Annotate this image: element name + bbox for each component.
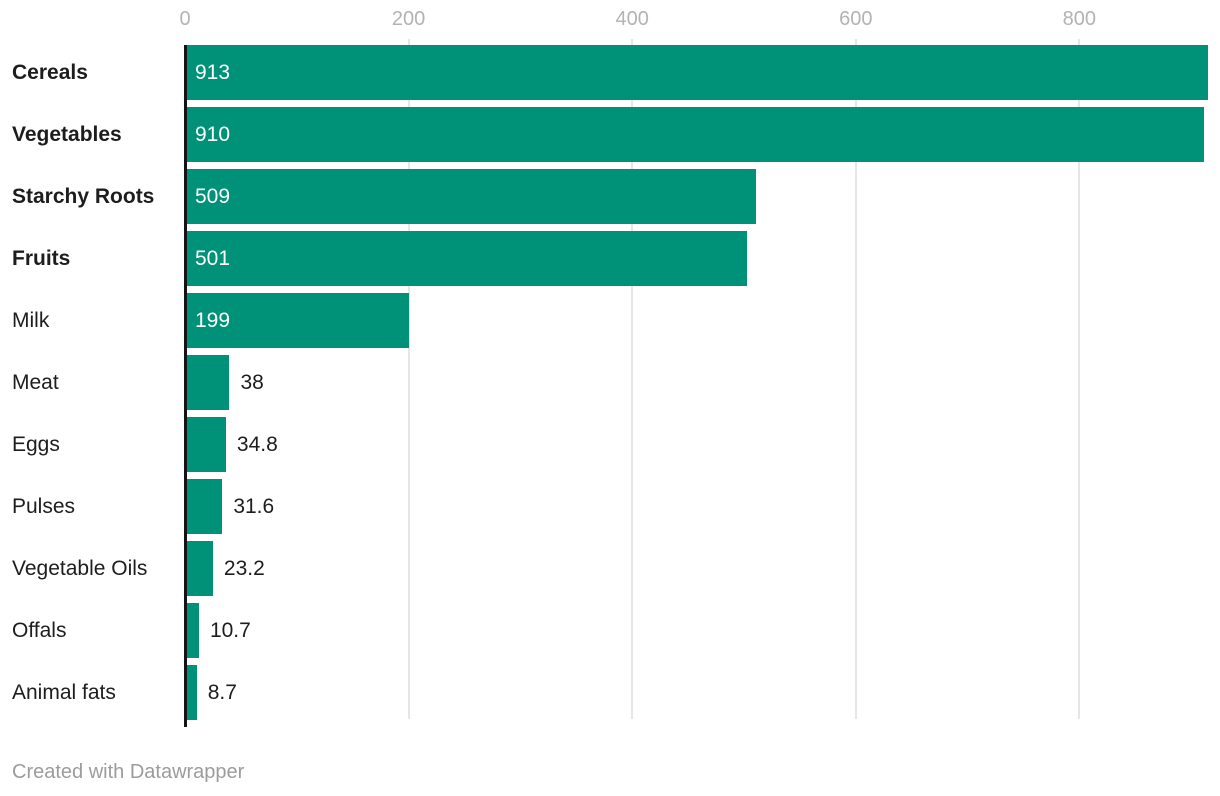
value-label: 199 [195,308,231,332]
bar-track: 38 [187,355,1220,410]
x-tick-label: 200 [391,8,426,30]
category-label: Meat [12,370,59,394]
bar [187,169,757,224]
value-label: 23.2 [223,556,265,580]
category-label: Vegetables [12,122,122,146]
bar-row: Fruits 501 [0,231,1220,286]
gridline [854,39,857,719]
value-label: 10.7 [209,618,251,642]
category-label: Vegetable Oils [12,556,148,580]
category-label: Starchy Roots [12,184,155,208]
x-tick-label: 400 [615,8,649,30]
bar-row: Cereals 913 [0,45,1220,100]
bar [187,479,223,534]
value-label: 509 [195,184,231,208]
bar [187,417,226,472]
x-tick-label: 0 [179,8,191,30]
bar-track: 509 [187,169,1220,224]
category-label: Animal fats [12,680,116,704]
attribution-text: Created with Datawrapper [12,761,245,783]
bar [187,293,410,348]
bar [187,541,213,596]
bar [187,45,1208,100]
bar-track: 199 [187,293,1220,348]
bar-track: 910 [187,107,1220,162]
bar-row: Milk 199 [0,293,1220,348]
bar [187,355,230,410]
category-label: Offals [12,618,67,642]
value-label: 34.8 [236,432,278,456]
x-tick-label: 800 [1062,8,1097,30]
bar-row: Animal fats 8.7 [0,665,1220,720]
bar-rows: Cereals 913 Vegetables 910 Starchy Roots 509 F… [0,45,1220,727]
value-label: 913 [195,60,231,84]
zero-axis-line [184,45,187,727]
bar [187,107,1205,162]
bar-row: Starchy Roots 509 [0,169,1220,224]
bar-row: Offals 10.7 [0,603,1220,658]
bar-track: 23.2 [187,541,1220,596]
bar-track: 31.6 [187,479,1220,534]
bar-row: Vegetables 910 [0,107,1220,162]
gridline [1078,39,1081,719]
bar-row: Vegetable Oils 23.2 [0,541,1220,596]
bar-track: 501 [187,231,1220,286]
bar-row: Pulses 31.6 [0,479,1220,534]
value-label: 8.7 [207,680,237,704]
bar-row: Eggs 34.8 [0,417,1220,472]
value-label: 501 [195,246,231,270]
bar-track: 10.7 [187,603,1220,658]
category-label: Milk [12,308,50,332]
bar-track: 8.7 [187,665,1220,720]
value-label: 910 [195,122,231,146]
x-axis: 0 200 400 600 800 [0,0,1220,45]
gridline [631,39,634,719]
category-label: Cereals [12,60,88,84]
bar-row: Meat 38 [0,355,1220,410]
bar-track: 913 [187,45,1220,100]
value-label: 31.6 [233,494,275,518]
category-label: Eggs [12,432,60,456]
gridline [407,39,410,719]
category-label: Pulses [12,494,76,518]
bar [187,231,748,286]
bar [187,603,199,658]
bar [187,665,197,720]
category-label: Fruits [12,246,71,270]
x-tick-label: 600 [839,8,873,30]
value-label: 38 [240,370,264,394]
bar-track: 34.8 [187,417,1220,472]
